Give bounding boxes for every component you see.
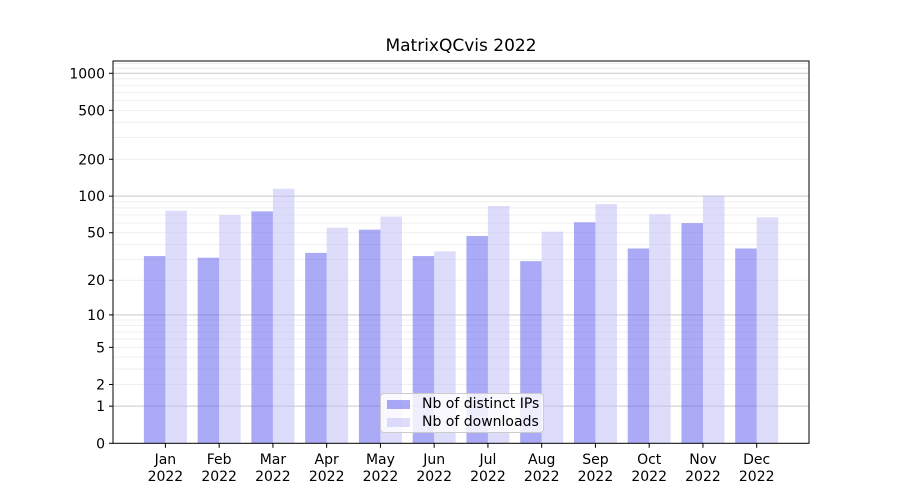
x-axis-tick-label-year: 2022 xyxy=(739,469,775,485)
legend-box: Nb of distinct IPs Nb of downloads xyxy=(380,393,544,433)
x-axis-tick-label-month: Oct xyxy=(637,452,662,468)
bar-distinct-ips-oct xyxy=(627,248,650,444)
x-axis-tick-label-year: 2022 xyxy=(631,469,667,485)
bar-distinct-ips-mar xyxy=(251,211,273,444)
x-axis-tick-label-month: Dec xyxy=(743,452,770,468)
y-axis-tick-label: 100 xyxy=(78,189,105,205)
bar-downloads-feb xyxy=(219,215,241,444)
x-axis-tick-label-year: 2022 xyxy=(416,469,452,485)
y-axis-tick-label: 5 xyxy=(96,340,105,356)
bar-distinct-ips-sep xyxy=(573,222,596,444)
y-axis-tick-label: 1000 xyxy=(69,66,105,82)
y-axis-tick-label: 2 xyxy=(96,377,105,393)
bar-downloads-mar xyxy=(272,188,295,444)
x-axis-tick-label-month: Jun xyxy=(422,452,445,468)
x-axis-tick-label-year: 2022 xyxy=(363,469,399,485)
x-axis-tick-label-year: 2022 xyxy=(685,469,721,485)
y-axis-tick-label: 500 xyxy=(78,103,105,119)
x-axis-tick-label-year: 2022 xyxy=(309,469,345,485)
bar-downloads-aug xyxy=(541,231,564,444)
x-axis-tick-label-month: Mar xyxy=(260,452,287,468)
legend-label-downloads: Nb of downloads xyxy=(422,414,539,430)
y-axis-tick-label: 0 xyxy=(96,436,105,452)
bar-distinct-ips-nov xyxy=(681,223,703,444)
legend-label-distinct-ips: Nb of distinct IPs xyxy=(422,396,540,412)
y-axis-tick-label: 1 xyxy=(96,399,105,415)
x-axis-tick-label-year: 2022 xyxy=(148,469,184,485)
x-axis-tick-label-month: Jul xyxy=(478,452,496,468)
x-axis-tick-label-month: Aug xyxy=(528,452,555,468)
x-axis-tick-label-year: 2022 xyxy=(255,469,291,485)
bar-distinct-ips-jul xyxy=(466,235,488,444)
bar-downloads-may xyxy=(380,216,402,444)
x-axis-tick-label-month: May xyxy=(366,452,395,468)
x-axis-tick-label-year: 2022 xyxy=(470,469,506,485)
legend-item-distinct-ips: Nb of distinct IPs xyxy=(387,396,540,412)
legend-swatch-distinct-ips xyxy=(387,399,410,409)
bar-distinct-ips-jan xyxy=(143,256,166,444)
x-axis-tick-label-month: Nov xyxy=(689,452,716,468)
x-axis-tick-label-year: 2022 xyxy=(201,469,237,485)
x-axis-tick-label-year: 2022 xyxy=(578,469,614,485)
bar-distinct-ips-dec xyxy=(735,248,757,444)
axes-spines xyxy=(112,60,810,444)
x-axis-tick-label-month: Feb xyxy=(207,452,232,468)
y-axis-tick-label: 200 xyxy=(78,152,105,168)
x-axis-tick-label-month: Jan xyxy=(154,452,177,468)
x-axis-tick-label-month: Apr xyxy=(315,452,339,468)
bar-distinct-ips-may xyxy=(358,229,381,444)
bar-downloads-sep xyxy=(595,204,617,444)
bar-distinct-ips-apr xyxy=(305,252,327,444)
x-axis-tick-label-month: Sep xyxy=(582,452,609,468)
bar-downloads-jul xyxy=(487,206,510,444)
y-axis-tick-label: 10 xyxy=(87,308,105,324)
y-axis-tick-label: 50 xyxy=(87,226,105,242)
y-axis-tick-label: 20 xyxy=(87,273,105,289)
bar-downloads-apr xyxy=(326,227,349,444)
x-axis-tick-label-year: 2022 xyxy=(524,469,560,485)
bar-downloads-jan xyxy=(165,210,187,444)
bar-downloads-oct xyxy=(649,214,671,444)
chart-title: MatrixQCvis 2022 xyxy=(385,36,537,56)
legend-swatch-downloads xyxy=(387,417,410,427)
bar-downloads-nov xyxy=(702,195,725,444)
bar-distinct-ips-feb xyxy=(197,257,220,444)
bar-downloads-dec xyxy=(756,217,779,444)
legend-item-downloads: Nb of downloads xyxy=(387,414,539,430)
